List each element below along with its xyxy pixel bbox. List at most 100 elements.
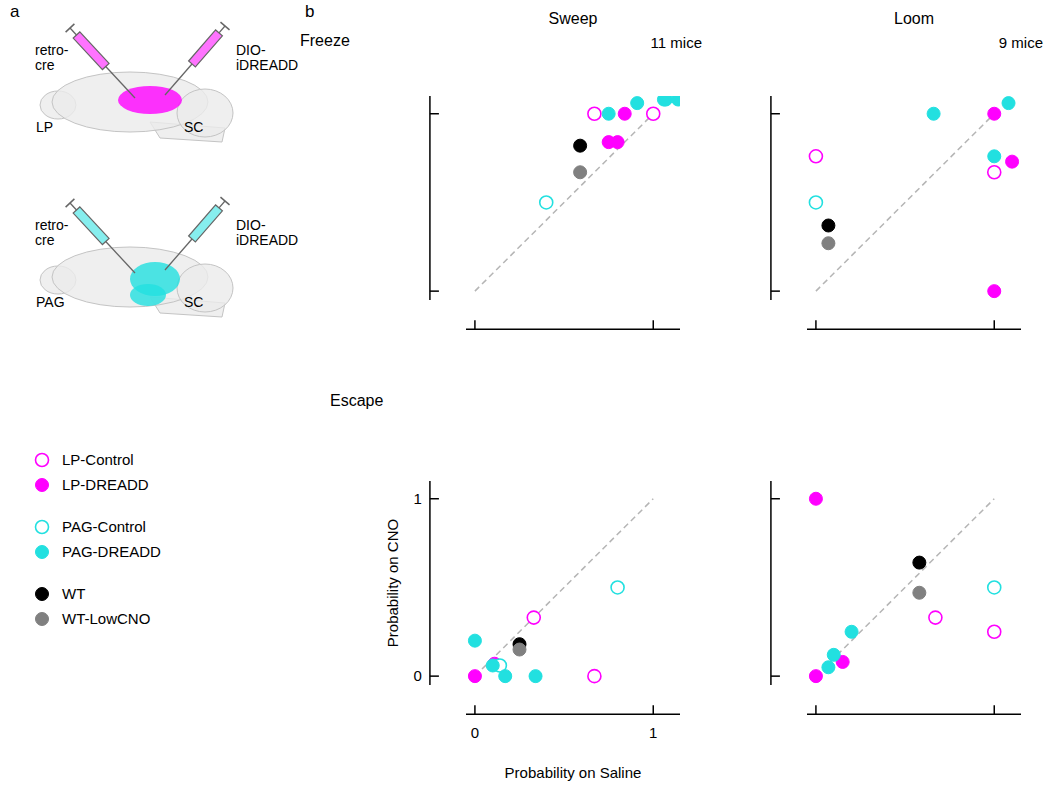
- data-point: [468, 670, 481, 683]
- injection-label: DIO-iDREADD: [236, 217, 298, 248]
- x-tick: [653, 705, 655, 714]
- legend-marker: [36, 546, 49, 559]
- data-point: [602, 107, 615, 120]
- y-axis-line: [429, 481, 431, 685]
- x-tick: [994, 320, 996, 329]
- data-point: [631, 97, 644, 110]
- injection-label-line: iDREADD: [236, 57, 298, 73]
- legend-label: WT-LowCNO: [62, 610, 150, 627]
- column-title: Loom: [894, 10, 934, 27]
- legend-marker: [36, 521, 49, 534]
- syringe-plunger-end: [220, 197, 229, 205]
- scatter-panel: [771, 481, 1021, 714]
- legend-label: PAG-DREADD: [62, 543, 161, 560]
- data-point: [574, 166, 587, 179]
- data-point: [809, 196, 822, 209]
- syringe-plunger-end: [66, 199, 75, 207]
- syringe-needle: [106, 242, 135, 274]
- column-title: Sweep: [549, 10, 598, 27]
- data-point: [988, 166, 1001, 179]
- data-point: [809, 670, 822, 683]
- data-point: [540, 196, 553, 209]
- legend-label: LP-Control: [62, 451, 134, 468]
- legend-label: LP-DREADD: [62, 476, 149, 493]
- injection-label: retro-cre: [35, 217, 69, 248]
- brain-schematic: retro-cre DIO-iDREADD LP SC: [35, 22, 298, 142]
- syringe-needle: [106, 67, 135, 99]
- data-point: [1006, 155, 1019, 168]
- x-tick: [474, 705, 476, 714]
- legend-marker: [36, 479, 49, 492]
- identity-line: [816, 114, 994, 291]
- x-axis-line: [807, 713, 1021, 715]
- scatter-panel: 9 mice: [771, 34, 1043, 329]
- data-point: [529, 670, 542, 683]
- syringe-plunger: [219, 26, 225, 33]
- target-label: SC: [184, 294, 203, 310]
- y-axis-line: [770, 481, 772, 685]
- injection-label: DIO-iDREADD: [236, 42, 298, 73]
- legend-label: PAG-Control: [62, 518, 146, 535]
- data-point: [611, 136, 624, 149]
- data-point: [527, 611, 540, 624]
- x-tick-label: 0: [471, 724, 479, 741]
- syringe-needle: [165, 64, 192, 95]
- data-point: [927, 107, 940, 120]
- injection-label-line: retro-: [35, 217, 69, 233]
- data-point: [672, 96, 680, 106]
- x-tick: [815, 320, 817, 329]
- x-axis-title: Probability on Saline: [505, 764, 642, 781]
- data-point: [499, 670, 512, 683]
- data-point: [822, 237, 835, 250]
- data-point: [827, 648, 840, 661]
- panel-letter: a: [10, 2, 20, 21]
- legend-marker: [36, 454, 49, 467]
- syringe-plunger: [219, 201, 225, 208]
- legend: LP-Control LP-DREADD PAG-Control PAG-DREADD…: [36, 451, 162, 627]
- injection-label-line: cre: [35, 232, 55, 248]
- plot-area: [475, 96, 680, 291]
- data-point: [809, 492, 822, 505]
- data-point: [988, 285, 1001, 298]
- data-point: [809, 150, 822, 163]
- plot-area: [809, 97, 1018, 298]
- syringe-barrel: [73, 32, 109, 70]
- data-point: [988, 581, 1001, 594]
- y-tick-label: 0: [414, 667, 422, 684]
- y-tick: [430, 675, 439, 677]
- target-region: [130, 284, 166, 306]
- data-point: [1002, 97, 1015, 110]
- identity-line: [475, 499, 653, 676]
- x-tick: [474, 320, 476, 329]
- data-point: [588, 670, 601, 683]
- syringe-barrel: [73, 207, 109, 245]
- y-tick: [771, 290, 780, 292]
- y-tick: [430, 498, 439, 500]
- data-point: [611, 581, 624, 594]
- x-axis-line: [466, 328, 680, 330]
- data-point: [913, 586, 926, 599]
- data-point: [988, 625, 1001, 638]
- data-point: [574, 139, 587, 152]
- scatter-panel: 11 mice: [430, 34, 702, 329]
- plot-area: [809, 492, 1000, 682]
- cerebellum: [177, 89, 233, 137]
- data-point: [468, 634, 481, 647]
- data-point: [988, 107, 1001, 120]
- injection-label-line: retro-: [35, 42, 69, 58]
- data-point: [822, 219, 835, 232]
- syringe-barrel: [189, 205, 223, 242]
- injection-label-line: DIO-: [236, 42, 266, 58]
- annotation: 9 mice: [999, 34, 1043, 51]
- target-label: LP: [36, 119, 53, 135]
- figure: a b retro-cre DIO-iDREADD LP SC retro-cre DIO-i…: [0, 0, 1052, 800]
- panel-letter: b: [305, 2, 314, 21]
- plot-area: [468, 499, 653, 683]
- injection-label: retro-cre: [35, 42, 69, 73]
- injection-label-line: cre: [35, 57, 55, 73]
- injection-label-line: iDREADD: [236, 232, 298, 248]
- data-point: [988, 150, 1001, 163]
- y-tick: [771, 675, 780, 677]
- x-axis-line: [466, 713, 680, 715]
- target-label: SC: [184, 119, 203, 135]
